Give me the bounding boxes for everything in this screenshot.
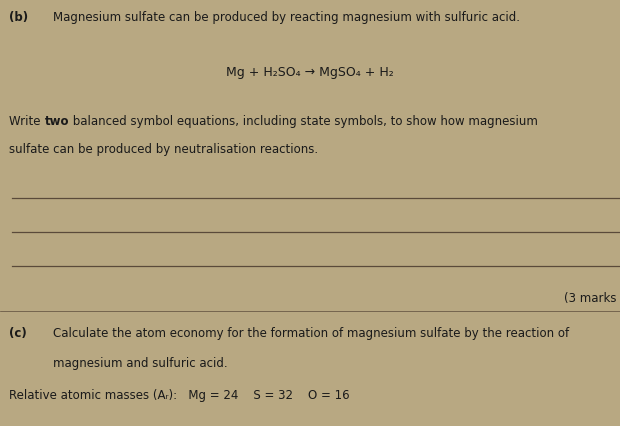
Text: Mg + H₂SO₄ → MgSO₄ + H₂: Mg + H₂SO₄ → MgSO₄ + H₂ bbox=[226, 66, 394, 79]
Text: Relative atomic masses (Aᵣ):   Mg = 24    S = 32    O = 16: Relative atomic masses (Aᵣ): Mg = 24 S =… bbox=[9, 388, 350, 400]
Text: two: two bbox=[45, 115, 70, 128]
Text: Write: Write bbox=[9, 115, 45, 128]
Text: magnesium and sulfuric acid.: magnesium and sulfuric acid. bbox=[53, 356, 228, 368]
Text: (b): (b) bbox=[9, 11, 37, 23]
Text: Calculate the atom economy for the formation of magnesium sulfate by the reactio: Calculate the atom economy for the forma… bbox=[53, 326, 569, 339]
Text: sulfate can be produced by neutralisation reactions.: sulfate can be produced by neutralisatio… bbox=[9, 143, 319, 155]
Text: (c): (c) bbox=[9, 326, 35, 339]
Text: (3 marks: (3 marks bbox=[564, 292, 617, 305]
Text: Magnesium sulfate can be produced by reacting magnesium with sulfuric acid.: Magnesium sulfate can be produced by rea… bbox=[53, 11, 520, 23]
Text: balanced symbol equations, including state symbols, to show how magnesium: balanced symbol equations, including sta… bbox=[69, 115, 538, 128]
